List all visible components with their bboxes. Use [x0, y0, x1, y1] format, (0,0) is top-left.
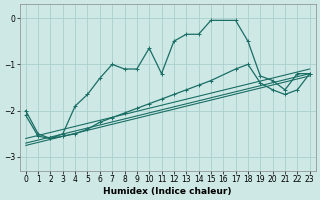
X-axis label: Humidex (Indice chaleur): Humidex (Indice chaleur)	[103, 187, 232, 196]
